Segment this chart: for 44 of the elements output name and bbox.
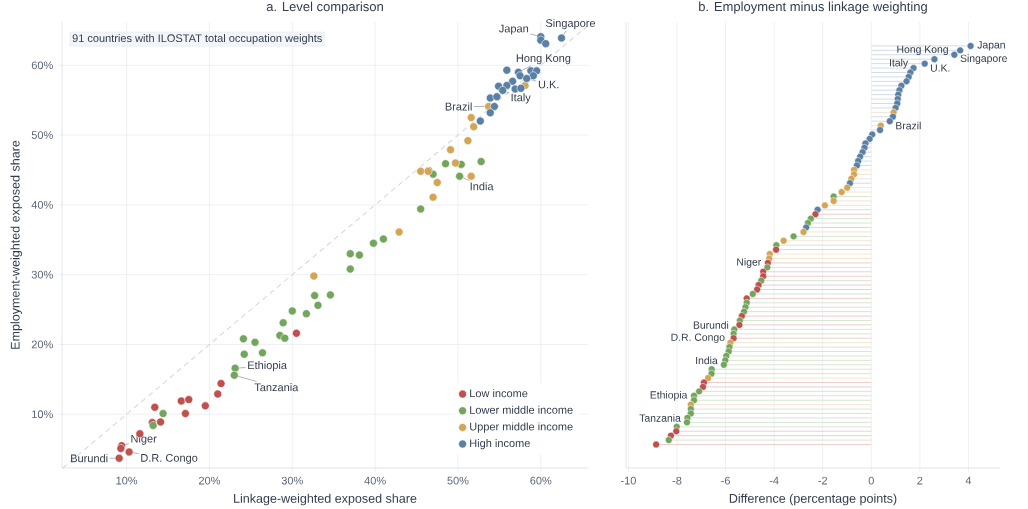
x-axis-title: Difference (percentage points) [729,493,897,506]
y-tick-label: Burundi [693,321,729,329]
legend-label: Upper middle income [470,422,573,433]
y-tick-label: 60% [31,61,53,70]
legend-label: Lower middle income [470,405,573,414]
annotation: Ethiopia [248,361,288,372]
x-tick-label: -2 [818,476,828,485]
x-tick-label: 0 [868,476,874,485]
y-tick-label: 50% [31,131,53,139]
x-tick-label: 50% [447,476,469,485]
annotation: Italy [511,93,531,104]
annotation: Burundi [71,454,108,463]
annotation: U.K. [538,80,559,89]
chart-title: b. Employment minus linkage weighting [699,1,927,14]
annotation: Tanzania [254,383,299,392]
x-tick-label: 60% [530,476,552,485]
x-tick-label: 2 [917,476,923,485]
annotation: Japan [498,24,529,35]
annotation: 91 countries with ILOSTAT total occupation weights [72,34,322,45]
annotation: Niger [131,434,157,445]
x-tick-label: 4 [965,476,972,485]
x-tick-label: -6 [721,476,730,485]
legend-label: Low income [470,389,528,398]
y-tick-label: Hong Kong [897,45,948,55]
legend-label: High income [470,439,530,450]
x-tick-label: 40% [364,476,386,485]
annotation: Brazil [445,102,472,111]
x-tick-label: -4 [769,476,779,485]
y-axis-title: Employment-weighted exposed share [10,140,23,349]
chart-title: a. Level comparison [266,1,383,14]
annotation: Singapore [545,18,596,30]
y-tick-label: 40% [31,200,53,209]
y-tick-label: 30% [31,270,53,279]
annotation: Hong Kong [516,54,571,65]
y-tick-label: 20% [31,340,53,349]
x-tick-label: 20% [198,476,221,485]
x-tick-label: -8 [672,476,682,485]
x-tick-label: 30% [281,476,303,485]
y-tick-label: 10% [32,410,53,419]
annotation: D.R. Congo [141,453,198,464]
x-tick-label: 10% [116,476,138,485]
annotation: India [470,182,494,191]
x-tick-label: -10 [620,476,636,485]
x-axis-title: Linkage-weighted exposed share [234,493,417,506]
